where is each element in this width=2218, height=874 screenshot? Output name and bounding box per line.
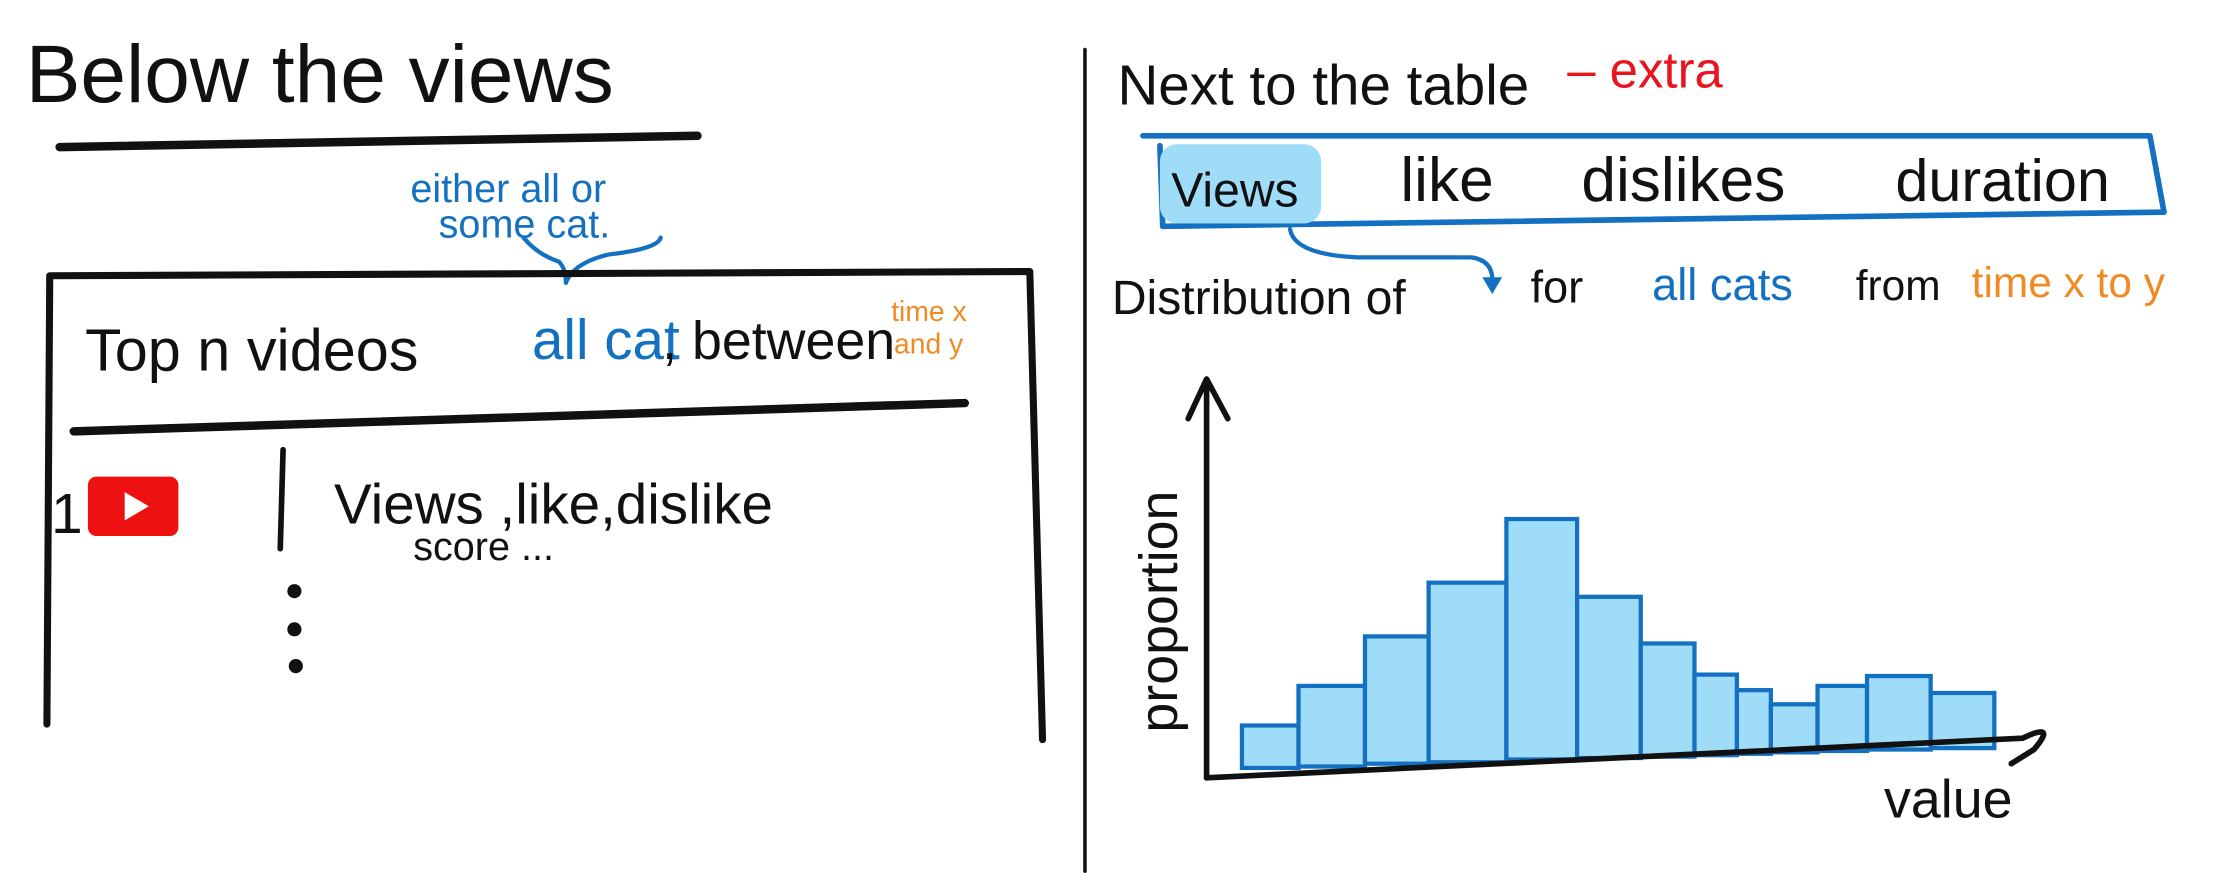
- tab: Views: [1171, 163, 1298, 217]
- x-axis: [1203, 729, 2047, 781]
- row-more: score ...: [413, 525, 554, 569]
- histogram-sketch: [1239, 516, 1997, 771]
- table-frame: [43, 267, 1047, 744]
- left-title: Below the views: [26, 29, 614, 120]
- tab-highlight: [1159, 144, 1322, 224]
- header-time: and y: [894, 328, 964, 360]
- sketch-bar: [1734, 688, 1773, 756]
- dot: [288, 659, 303, 674]
- row-rank: 1: [51, 482, 82, 545]
- sketch-bar: [1296, 683, 1368, 769]
- sentence-start: Distribution of: [1112, 271, 1407, 325]
- y-label: proportion: [1129, 491, 1189, 733]
- dot: [287, 584, 302, 599]
- sentence-time: time x to y: [1972, 259, 2166, 306]
- row-divider: [277, 446, 286, 552]
- header-between: , between: [662, 311, 895, 371]
- sketch-bar: [1426, 580, 1509, 765]
- youtube-play: [124, 492, 149, 521]
- tab: duration: [1895, 147, 2110, 214]
- sentence-from: from: [1856, 262, 1941, 309]
- annotation: either all or: [410, 167, 606, 211]
- header-time: time x: [891, 295, 966, 327]
- sketch-bar: [1768, 702, 1820, 755]
- sketch-bar: [1239, 723, 1301, 771]
- tab: dislikes: [1581, 146, 1785, 215]
- right-extra: – extra: [1567, 42, 1723, 99]
- tab-arrow-head: [1482, 277, 1503, 295]
- y-axis: [1185, 376, 1231, 781]
- header-text: Top n videos: [85, 317, 418, 384]
- row-stats: Views ,like,dislike: [334, 472, 773, 535]
- dot: [287, 622, 302, 637]
- title-underline: [55, 131, 702, 152]
- sentence-category: all cats: [1652, 259, 1793, 310]
- sketch-bar: [1692, 672, 1740, 758]
- header-underline: [69, 398, 969, 436]
- sketch-bar: [1638, 641, 1697, 759]
- tab-arrow: [1287, 226, 1495, 285]
- header-category: all cat: [532, 308, 680, 371]
- sentence-for: for: [1530, 262, 1583, 313]
- x-label: value: [1884, 769, 2012, 829]
- sketch-bar: [1815, 683, 1870, 754]
- sketch-bar: [1504, 516, 1580, 762]
- sketch-bar: [1574, 594, 1643, 761]
- right-title: Next to the table: [1117, 54, 1529, 117]
- sketch-bar: [1864, 673, 1933, 752]
- tab: like: [1400, 146, 1493, 215]
- sketch-bar: [1362, 634, 1431, 766]
